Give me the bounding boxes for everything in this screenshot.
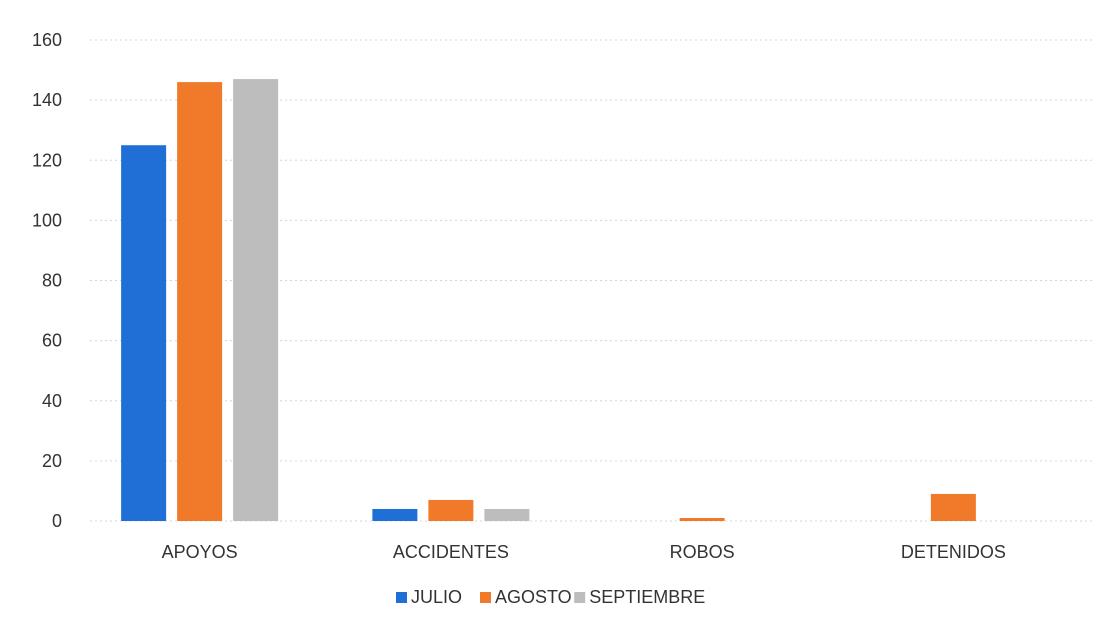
y-tick-label: 60	[42, 331, 62, 351]
x-category-label: ACCIDENTES	[393, 542, 509, 562]
bar-julio-apoyos	[121, 145, 167, 521]
y-tick-label: 40	[42, 391, 62, 411]
bar-agosto-detenidos	[930, 493, 976, 521]
legend: JULIO AGOSTO SEPTIEMBRE	[396, 587, 705, 607]
bars	[121, 79, 976, 522]
legend-label: AGOSTO	[495, 587, 572, 607]
legend-swatch-agosto	[480, 592, 491, 603]
bar-septiembre-apoyos	[233, 79, 279, 522]
y-tick-label: 20	[42, 451, 62, 471]
legend-label: SEPTIEMBRE	[589, 587, 705, 607]
x-axis-categories: APOYOS ACCIDENTES ROBOS DETENIDOS	[162, 542, 1006, 562]
legend-swatch-julio	[396, 592, 407, 603]
bar-septiembre-accidentes	[484, 508, 530, 521]
y-axis-ticks: 0 20 40 60 80 100 120 140 160	[32, 30, 62, 531]
legend-swatch-septiembre	[574, 592, 586, 603]
x-category-label: ROBOS	[670, 542, 735, 562]
y-tick-label: 100	[32, 210, 62, 230]
y-tick-label: 0	[52, 511, 62, 531]
bar-agosto-accidentes	[428, 499, 474, 521]
bar-agosto-robos	[679, 517, 725, 521]
y-tick-label: 160	[32, 30, 62, 50]
x-category-label: DETENIDOS	[901, 542, 1006, 562]
x-category-label: APOYOS	[162, 542, 238, 562]
bar-agosto-apoyos	[177, 82, 223, 522]
y-tick-label: 140	[32, 90, 62, 110]
legend-label: JULIO	[411, 587, 462, 607]
bar-julio-accidentes	[372, 508, 418, 521]
y-tick-label: 120	[32, 150, 62, 170]
y-tick-label: 80	[42, 271, 62, 291]
